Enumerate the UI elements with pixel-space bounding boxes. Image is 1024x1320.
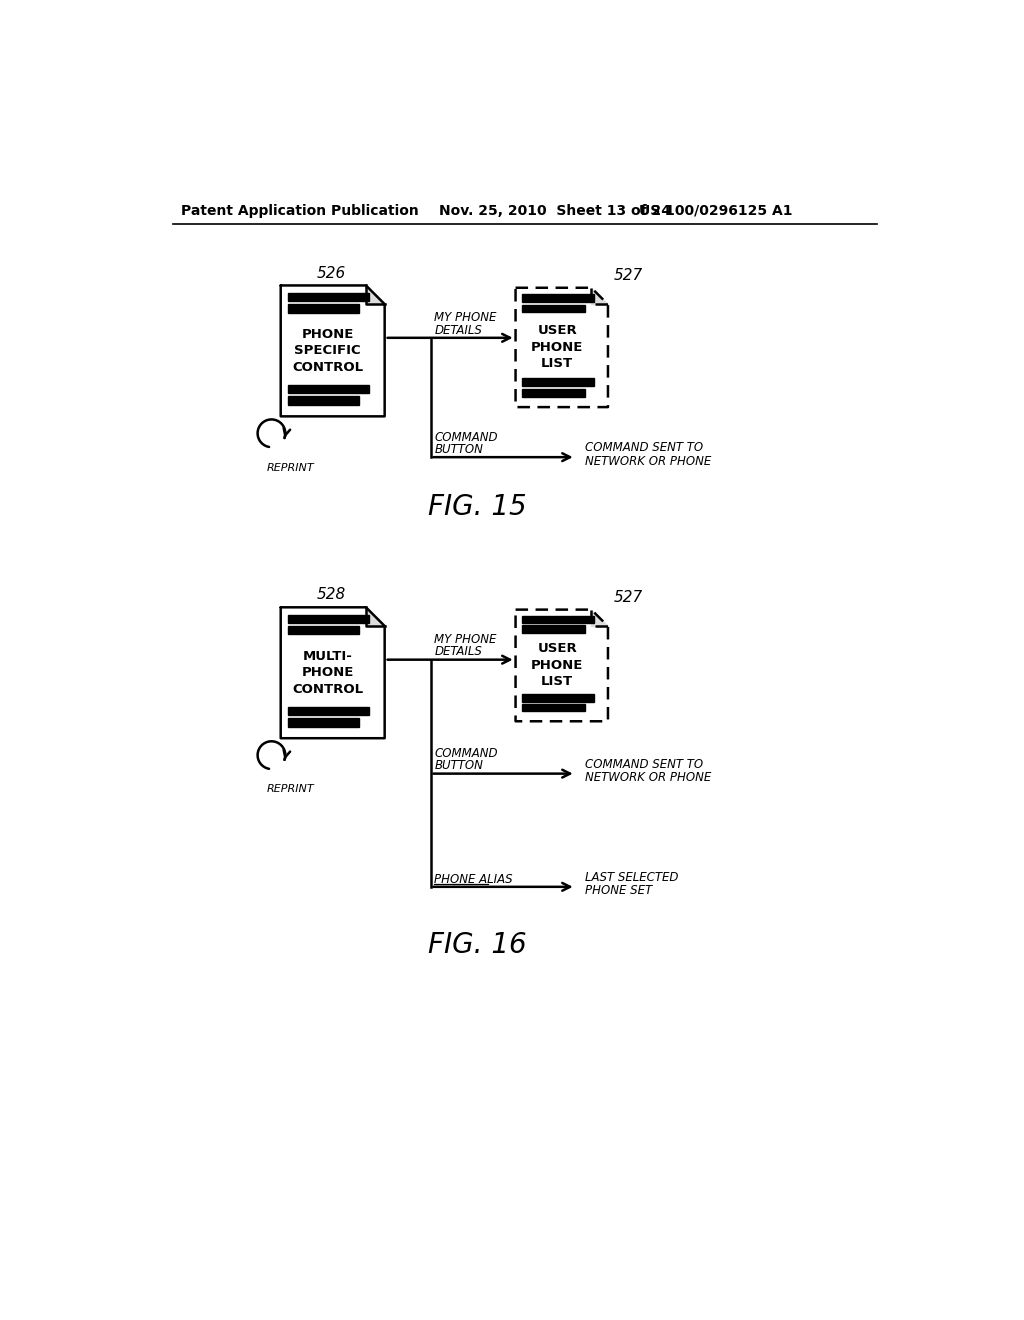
Polygon shape [515, 610, 608, 721]
Text: REPRINT: REPRINT [267, 784, 314, 795]
Text: US 100/0296125 A1: US 100/0296125 A1 [639, 203, 793, 218]
Text: PHONE SET: PHONE SET [585, 884, 652, 898]
Text: LAST SELECTED: LAST SELECTED [585, 871, 678, 884]
Text: DETAILS: DETAILS [434, 645, 482, 659]
Text: COMMAND: COMMAND [434, 747, 498, 760]
Polygon shape [288, 293, 369, 301]
Polygon shape [281, 285, 385, 416]
Text: COMMAND SENT TO: COMMAND SENT TO [585, 758, 703, 771]
Polygon shape [288, 396, 359, 405]
Polygon shape [591, 610, 608, 626]
Polygon shape [281, 607, 385, 738]
Text: REPRINT: REPRINT [267, 462, 314, 473]
Polygon shape [366, 607, 385, 626]
Text: MULTI-
PHONE
CONTROL: MULTI- PHONE CONTROL [292, 649, 364, 696]
Text: PHONE ALIAS: PHONE ALIAS [434, 873, 513, 886]
Polygon shape [591, 288, 608, 305]
Text: Nov. 25, 2010  Sheet 13 of 24: Nov. 25, 2010 Sheet 13 of 24 [438, 203, 671, 218]
Text: 527: 527 [614, 590, 643, 605]
Polygon shape [288, 626, 359, 635]
Polygon shape [522, 379, 594, 387]
Polygon shape [515, 288, 608, 407]
Polygon shape [288, 718, 359, 727]
Polygon shape [522, 294, 594, 302]
Text: NETWORK OR PHONE: NETWORK OR PHONE [585, 454, 711, 467]
Text: 528: 528 [317, 587, 346, 602]
Polygon shape [366, 285, 385, 304]
Polygon shape [522, 694, 594, 702]
Polygon shape [288, 304, 359, 313]
Polygon shape [522, 305, 586, 313]
Polygon shape [288, 385, 369, 393]
Text: MY PHONE: MY PHONE [434, 312, 497, 325]
Text: 526: 526 [317, 265, 346, 281]
Text: BUTTON: BUTTON [434, 444, 483, 455]
Text: 527: 527 [614, 268, 643, 282]
Text: DETAILS: DETAILS [434, 323, 482, 337]
Text: FIG. 15: FIG. 15 [428, 494, 526, 521]
Text: Patent Application Publication: Patent Application Publication [180, 203, 419, 218]
Text: COMMAND: COMMAND [434, 430, 498, 444]
Polygon shape [288, 706, 369, 715]
Text: USER
PHONE
LIST: USER PHONE LIST [531, 643, 584, 689]
Text: MY PHONE: MY PHONE [434, 634, 497, 647]
Text: FIG. 16: FIG. 16 [428, 931, 526, 958]
Text: USER
PHONE
LIST: USER PHONE LIST [531, 325, 584, 371]
Text: BUTTON: BUTTON [434, 759, 483, 772]
Polygon shape [522, 615, 594, 623]
Polygon shape [522, 704, 586, 711]
Polygon shape [522, 626, 586, 632]
Text: NETWORK OR PHONE: NETWORK OR PHONE [585, 771, 711, 784]
Polygon shape [288, 615, 369, 623]
Text: COMMAND SENT TO: COMMAND SENT TO [585, 441, 703, 454]
Text: PHONE
SPECIFIC
CONTROL: PHONE SPECIFIC CONTROL [292, 327, 364, 374]
Polygon shape [522, 389, 586, 396]
